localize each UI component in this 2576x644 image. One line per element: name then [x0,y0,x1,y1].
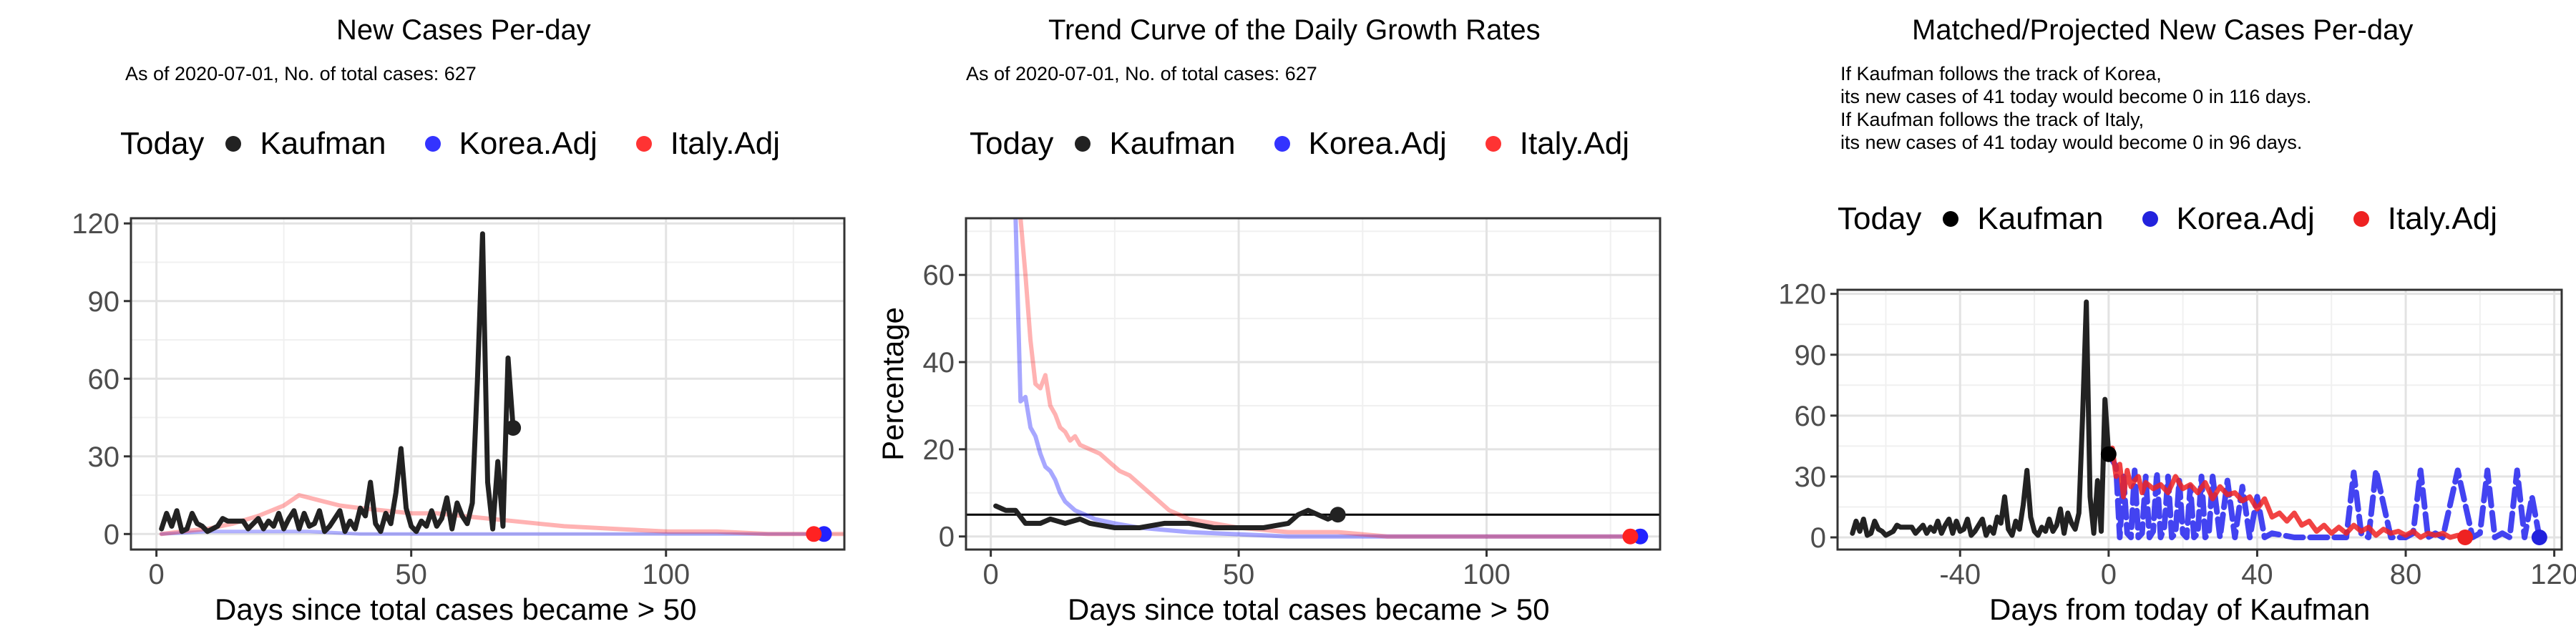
chart-title: New Cases Per-day [336,14,591,46]
endpoint-italy-adj [1622,528,1639,545]
x-tick-label: -40 [1939,559,1981,590]
series-line-kaufman [993,503,1341,530]
series-line-korea-adj [160,530,831,536]
legend-item-italy: Italy.Adj [615,126,780,162]
legend-dot-icon [424,136,441,152]
plot-area: 0 50 100 0 20 40 60 Percentage [876,217,1662,590]
x-tick-label: 0 [2101,559,2117,590]
y-axis-label: Percentage [876,307,909,461]
panel-new-cases: New Cases Per-day As of 2020-07-01, No. … [0,0,859,644]
legend: Today Kaufman Korea.Adj Italy.Adj [970,126,1646,162]
y-tick-label: 0 [104,519,119,550]
legend-label: Korea.Adj [459,126,597,161]
x-axis-label: Days from today of Kaufman [1989,592,2371,626]
legend-label: Italy.Adj [1519,126,1630,161]
plot-border [965,217,1662,551]
endpoint-italy-adj [806,526,822,542]
legend-item-kaufman: Kaufman [204,126,386,162]
legend-label: Kaufman [1109,126,1236,161]
legend-item-korea: Korea.Adj [404,126,597,162]
legend-label: Kaufman [1977,201,2104,236]
plot-border [130,217,846,551]
projection-note-1: If Kaufman follows the track of Korea, [1840,63,2162,84]
legend-label: Kaufman [260,126,386,161]
x-tick-label: 80 [2390,559,2422,590]
series-group [1850,299,2542,540]
x-tick-label: 50 [395,559,427,590]
legend-dot-icon [1943,211,1959,227]
x-tick-label: 100 [642,559,690,590]
series-line-italy-adj [1018,218,1638,539]
legend-dot-icon [2353,211,2369,227]
legend-label: Korea.Adj [1308,126,1447,161]
x-tick-label: 40 [2241,559,2273,590]
x-tick-label: 0 [148,559,164,590]
legend-dot-icon [2142,211,2158,227]
legend: Today Kaufman Korea.Adj Italy.Adj [1838,201,2514,237]
projection-note-3: If Kaufman follows the track of Italy, [1840,109,2145,130]
legend-item-kaufman: Kaufman [1053,126,1236,162]
x-axis-label: Days since total cases became > 50 [215,592,697,626]
y-tick-label: 60 [923,260,955,291]
endpoint-kaufman [1330,507,1346,523]
legend-item-kaufman: Kaufman [1921,201,2104,237]
y-tick-label: 0 [1810,522,1826,554]
legend-dot-icon [1485,136,1501,152]
legend-item-korea: Korea.Adj [2121,201,2315,237]
legend-item-italy: Italy.Adj [2332,201,2497,237]
endpoint-kaufman [2100,446,2117,462]
series-line-italy-adj [2106,445,2468,540]
endpoint-italy-adj [2457,529,2474,545]
x-axis-label: Days since total cases became > 50 [1068,592,1550,626]
legend-item-italy: Italy.Adj [1464,126,1629,162]
chart-subtitle: As of 2020-07-01, No. of total cases: 62… [966,63,1317,84]
chart-title: Trend Curve of the Daily Growth Rates [1048,14,1541,46]
legend-title: Today [970,126,1054,161]
legend-label: Italy.Adj [670,126,781,161]
plot-border [1836,288,2563,551]
y-tick-label: 20 [923,434,955,466]
y-tick-label: 90 [88,286,120,318]
series-line-korea-adj [2105,451,2542,540]
chart-title: Matched/Projected New Cases Per-day [1912,14,2414,46]
series-line-korea-adj [1013,218,1638,539]
x-tick-label: 50 [1223,559,1255,590]
chart-subtitle: As of 2020-07-01, No. of total cases: 62… [125,63,477,84]
legend-item-korea: Korea.Adj [1253,126,1447,162]
y-tick-label: 30 [88,441,120,473]
legend-label: Korea.Adj [2176,201,2315,236]
panel-projected-cases: Matched/Projected New Cases Per-day If K… [1717,0,2576,644]
legend-title: Today [120,126,205,161]
legend-dot-icon [225,136,242,152]
series-line-kaufman [1850,299,2112,538]
x-tick-label: 0 [983,559,999,590]
legend: Today Kaufman Korea.Adj Italy.Adj [120,126,797,162]
y-tick-label: 40 [923,347,955,379]
endpoint-kaufman [505,419,522,436]
y-tick-label: 120 [72,208,119,240]
legend-dot-icon [635,136,652,152]
series-group [993,218,1638,539]
projection-note-4: its new cases of 41 today would become 0… [1840,132,2303,153]
x-tick-label: 100 [1463,559,1511,590]
y-tick-label: 30 [1795,462,1827,493]
y-tick-label: 0 [939,522,955,553]
legend-dot-icon [1274,136,1290,152]
plot-area: -40 0 40 80 120 0 30 60 90 120 [1778,279,2576,590]
legend-title: Today [1838,201,1922,236]
y-tick-label: 60 [88,364,120,395]
x-tick-label: 120 [2530,559,2576,590]
y-tick-label: 60 [1795,401,1827,432]
endpoint-korea-adj [2531,529,2547,545]
legend-dot-icon [1075,136,1091,152]
series-line-kaufman [159,231,516,535]
legend-label: Italy.Adj [2387,201,2498,236]
plot-area: 0 50 100 0 30 60 90 120 [72,208,846,590]
series-group [159,231,844,537]
series-line-italy-adj [159,493,844,537]
panel-growth-rates: Trend Curve of the Daily Growth Rates As… [859,0,1717,644]
y-tick-label: 90 [1795,340,1827,371]
projection-note-2: its new cases of 41 today would become 0… [1840,86,2312,107]
y-tick-label: 120 [1778,279,1826,311]
